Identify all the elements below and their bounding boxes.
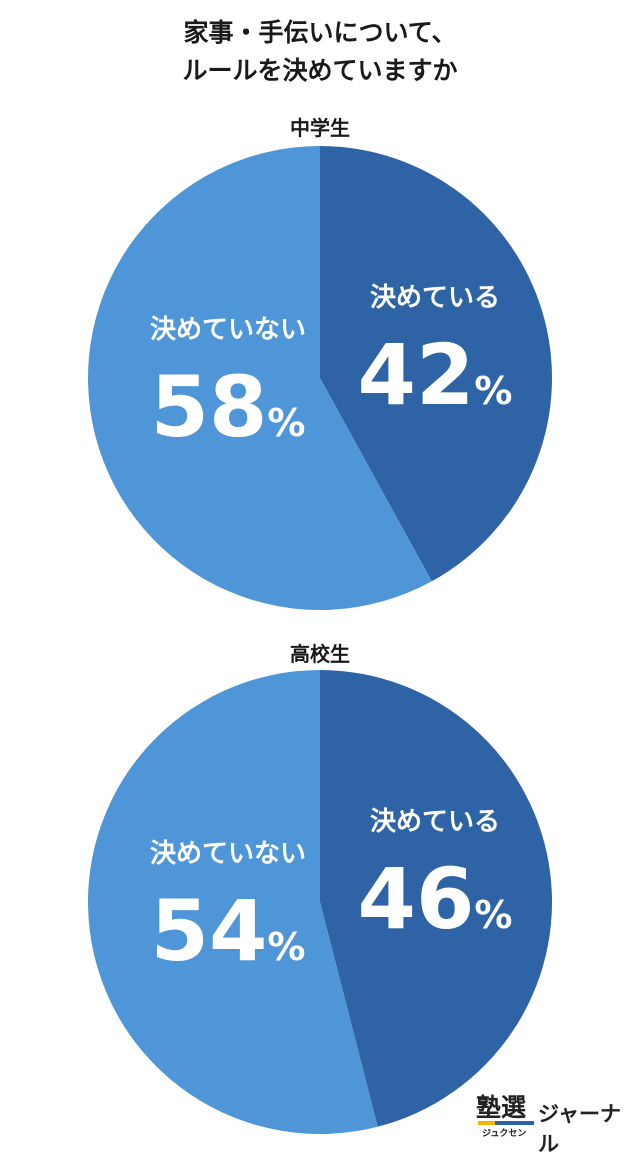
pie-slice-not-decided xyxy=(88,670,378,1134)
pie-slice-decided xyxy=(320,146,552,582)
logo-journal-text: ジャーナル xyxy=(538,1102,621,1156)
chart-title-line-2: ルールを決めていますか xyxy=(182,56,458,85)
slice-value-decided: 46% xyxy=(358,850,513,948)
pie-chart-high-school: 決めている 46% 決めていない 54% xyxy=(88,670,553,1134)
brand-logo: 塾選 ジュクセン ジャーナル xyxy=(476,1088,626,1156)
logo-kanji: 塾選 xyxy=(476,1093,527,1122)
pie-slice-decided xyxy=(320,670,553,1127)
slice-value-decided: 42% xyxy=(358,326,513,424)
slice-label-not-decided: 決めていない xyxy=(150,839,306,869)
pie-title-high-school: 高校生 xyxy=(290,642,350,666)
chart-title-line-1: 家事・手伝いについて、 xyxy=(183,18,457,47)
pie-title-junior-high: 中学生 xyxy=(290,116,350,140)
slice-label-not-decided: 決めていない xyxy=(150,315,306,345)
chart-title: 家事・手伝いについて、 ルールを決めていますか xyxy=(0,14,640,90)
pie-chart-junior-high: 決めている 42% 決めていない 58% xyxy=(87,146,552,610)
logo-kana: ジュクセン xyxy=(482,1129,527,1139)
logo-underline xyxy=(478,1121,534,1125)
slice-value-not-decided: 54% xyxy=(151,882,306,980)
slice-label-decided: 決めている xyxy=(370,283,500,313)
pie-slice-not-decided xyxy=(87,146,432,610)
slice-value-not-decided: 58% xyxy=(151,358,306,456)
slice-label-decided: 決めている xyxy=(370,807,500,837)
